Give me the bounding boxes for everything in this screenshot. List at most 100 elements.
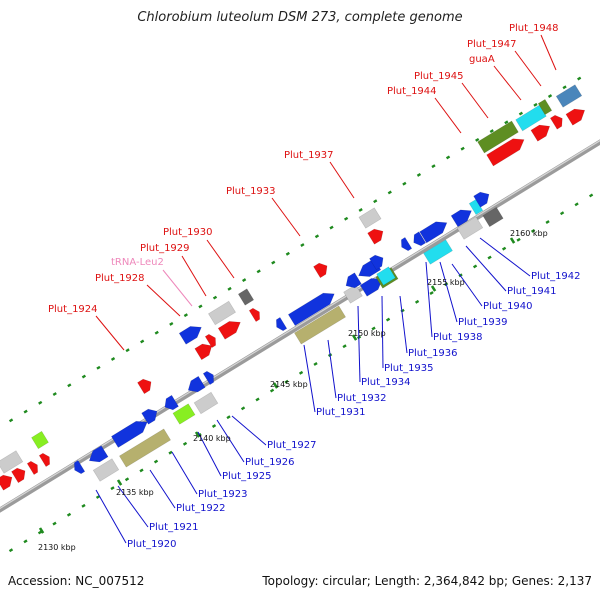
tick-row-lower bbox=[414, 299, 420, 304]
tick-row-upper bbox=[242, 278, 247, 283]
tick-row-lower bbox=[472, 264, 478, 269]
label-plut_1947: Plut_1947 bbox=[467, 39, 517, 50]
tick-row-upper bbox=[183, 313, 188, 318]
label-trna-leu2-leader bbox=[162, 269, 193, 307]
tick-row-upper bbox=[562, 85, 567, 90]
label-trna-leu2: tRNA-Leu2 bbox=[111, 257, 164, 268]
gene-feature bbox=[450, 209, 472, 228]
label-plut_1939-leader bbox=[439, 261, 458, 323]
tick-row-lower bbox=[8, 548, 14, 553]
tick-row-lower bbox=[284, 379, 289, 384]
gene-feature bbox=[11, 467, 26, 484]
major-tick bbox=[272, 382, 279, 389]
major-tick bbox=[116, 479, 123, 486]
label-plut_1928-leader bbox=[146, 284, 181, 317]
label-plut_1923: Plut_1923 bbox=[198, 489, 248, 500]
label-plut_1924-leader bbox=[95, 315, 125, 351]
label-plut_1926: Plut_1926 bbox=[245, 457, 295, 468]
tick-row-lower bbox=[313, 362, 318, 366]
gene-feature bbox=[565, 108, 586, 126]
label-layer: Plut_1924 Plut_1928 tRNA-Leu2 Plut_1929 Plut… bbox=[38, 23, 581, 552]
label-plut_1925-leader bbox=[197, 431, 222, 477]
label-plut_1940: Plut_1940 bbox=[483, 301, 533, 312]
gene-feature bbox=[515, 104, 547, 132]
tick-row-upper bbox=[460, 146, 465, 151]
tick-row-lower bbox=[559, 211, 565, 216]
label-plut_1930-leader bbox=[206, 239, 235, 279]
gene-feature bbox=[345, 272, 362, 289]
gene-feature bbox=[456, 216, 484, 240]
tick-row-upper bbox=[533, 102, 538, 107]
label-guaa-leader bbox=[493, 65, 522, 101]
label-plut_1948-leader bbox=[540, 34, 557, 71]
gene-feature bbox=[359, 278, 383, 297]
tick-row-upper bbox=[285, 251, 290, 256]
kbp-label: 2145 kbp bbox=[270, 380, 308, 389]
major-tick bbox=[430, 285, 437, 292]
label-plut_1944-leader bbox=[434, 97, 462, 134]
label-plut_1929-leader bbox=[181, 255, 207, 297]
gene-feature bbox=[26, 460, 39, 476]
gene-layer bbox=[0, 84, 586, 491]
tick-row-upper bbox=[8, 418, 14, 423]
gene-feature bbox=[31, 430, 49, 450]
gene-feature bbox=[419, 221, 448, 244]
gene-feature bbox=[137, 378, 152, 395]
tick-row-lower bbox=[298, 370, 304, 375]
map-title: Chlorobium luteolum DSM 273, complete ge… bbox=[137, 10, 463, 25]
tick-row-lower bbox=[385, 317, 391, 322]
tick-row-lower bbox=[342, 344, 347, 349]
gene-feature bbox=[482, 206, 504, 228]
tick-row-upper bbox=[300, 243, 305, 247]
tick-row-lower bbox=[574, 202, 579, 207]
label-plut_1920: Plut_1920 bbox=[127, 539, 177, 550]
tick-row-upper bbox=[329, 225, 334, 230]
gene-feature bbox=[358, 207, 382, 229]
tick-row-upper bbox=[212, 295, 218, 300]
tick-row-upper bbox=[67, 383, 72, 388]
gene-feature bbox=[413, 231, 427, 247]
tick-row-upper bbox=[547, 94, 553, 98]
tick-row-lower bbox=[23, 539, 28, 544]
tick-row-upper bbox=[358, 208, 363, 212]
gene-feature bbox=[313, 262, 328, 279]
tick-row-lower bbox=[545, 220, 550, 224]
label-plut_1922-leader bbox=[149, 469, 176, 509]
gene-feature bbox=[73, 459, 86, 475]
kbp-label: 2135 kbp bbox=[116, 488, 154, 497]
tick-row-upper bbox=[23, 409, 28, 414]
gene-feature bbox=[486, 138, 525, 167]
tick-row-upper bbox=[125, 348, 130, 353]
tick-row-lower bbox=[429, 291, 434, 295]
gene-feature bbox=[38, 452, 51, 468]
gene-feature bbox=[400, 236, 413, 252]
label-plut_1931: Plut_1931 bbox=[316, 407, 366, 418]
label-plut_1939: Plut_1939 bbox=[458, 317, 508, 328]
label-plut_1930: Plut_1930 bbox=[163, 227, 213, 238]
gene-feature bbox=[118, 428, 172, 468]
gene-feature bbox=[343, 284, 363, 304]
tick-row-upper bbox=[577, 76, 582, 81]
tick-row-upper bbox=[504, 120, 509, 125]
kbp-label: 2150 kbp bbox=[348, 329, 386, 338]
gene-feature bbox=[141, 408, 158, 425]
label-plut_1936: Plut_1936 bbox=[408, 348, 458, 359]
gene-feature bbox=[237, 288, 255, 306]
tick-row-upper bbox=[140, 339, 145, 344]
major-tick bbox=[509, 237, 516, 244]
gene-feature bbox=[367, 228, 384, 245]
tick-row-upper bbox=[110, 357, 116, 361]
gene-feature bbox=[172, 403, 196, 425]
tick-row-lower bbox=[124, 477, 130, 482]
gene-feature bbox=[369, 254, 384, 271]
tick-row-upper bbox=[343, 216, 349, 221]
label-plut_1927-leader bbox=[231, 415, 267, 446]
tick-row-upper bbox=[227, 286, 232, 291]
gene-feature bbox=[217, 321, 241, 340]
tick-row-lower bbox=[269, 388, 275, 393]
tick-row-lower bbox=[182, 441, 188, 446]
leader-layer bbox=[95, 34, 557, 544]
tick-row-lower bbox=[530, 228, 536, 233]
tick-row-upper bbox=[81, 374, 87, 379]
label-plut_1922: Plut_1922 bbox=[176, 503, 226, 514]
